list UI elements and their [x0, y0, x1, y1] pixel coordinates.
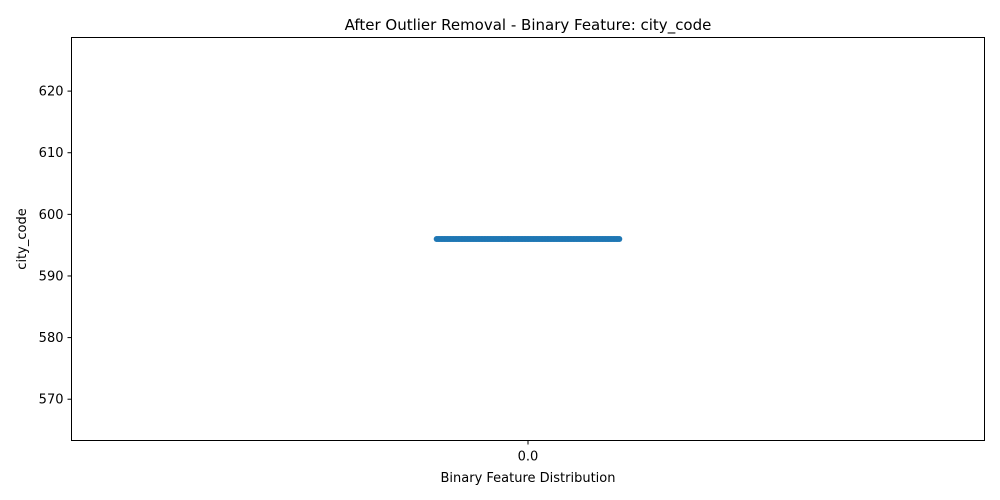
- y-axis-label: city_code: [15, 208, 30, 269]
- y-tick-label: 620: [39, 85, 64, 100]
- x-axis-label: Binary Feature Distribution: [440, 471, 615, 486]
- y-tick-label: 590: [39, 269, 64, 284]
- y-tick-label: 610: [39, 146, 64, 161]
- data-point: [616, 236, 623, 242]
- x-axis-ticks: 0.0: [518, 440, 539, 465]
- data-points: [433, 236, 623, 242]
- y-axis-ticks: 570 580 590 600 610 620: [39, 85, 72, 408]
- x-tick-label: 0.0: [518, 450, 539, 465]
- y-tick-label: 600: [39, 208, 64, 223]
- chart-title: After Outlier Removal - Binary Feature: …: [345, 16, 712, 35]
- y-tick-label: 570: [39, 393, 64, 408]
- y-tick-label: 580: [39, 331, 64, 346]
